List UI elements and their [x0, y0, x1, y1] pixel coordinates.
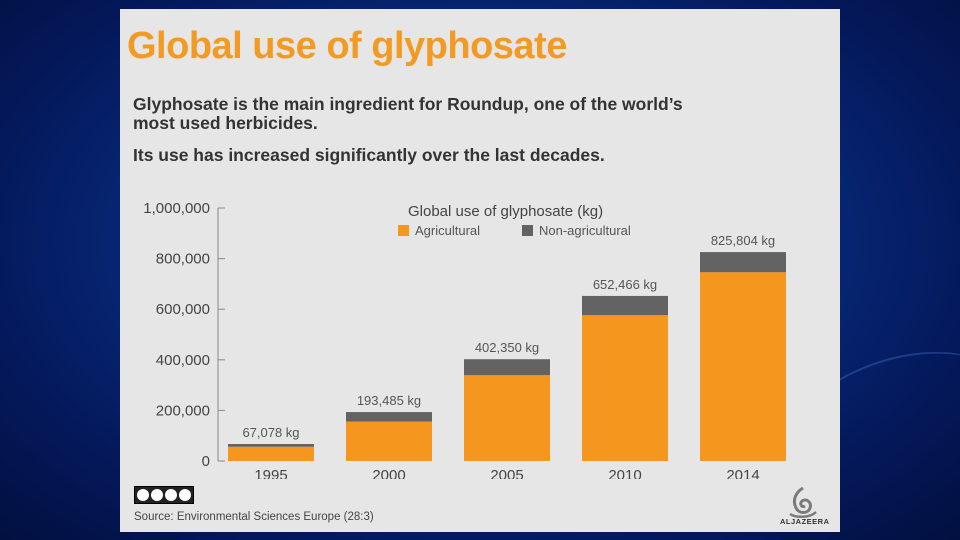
- y-tick-label: 400,000: [156, 352, 210, 369]
- bar-agricultural: [464, 375, 550, 461]
- legend-title: Global use of glyphosate (kg): [408, 203, 603, 220]
- y-tick-label: 0: [202, 453, 210, 470]
- page-title: Global use of glyphosate: [127, 25, 567, 67]
- subtitle-line-2: most used herbicides.: [133, 113, 318, 133]
- bar-agricultural: [346, 421, 432, 461]
- bar-agricultural: [228, 446, 314, 461]
- subtitle-line-1: Glyphosate is the main ingredient for Ro…: [133, 94, 683, 114]
- bar-agricultural: [700, 272, 786, 461]
- legend-label: Non-agricultural: [539, 223, 631, 238]
- bar-chart: 0 200,000 400,000 600,000 800,000 1,000,000 67…: [143, 200, 786, 479]
- x-tick-label: 2000: [372, 467, 405, 479]
- sa-icon: [179, 489, 191, 501]
- legend-swatch: [398, 225, 409, 236]
- x-tick-label: 2005: [490, 467, 523, 479]
- bar-non-agricultural: [464, 359, 550, 376]
- bar-total-label: 825,804 kg: [711, 233, 775, 248]
- infographic-panel: Global use of glyphosate Glyphosate is t…: [120, 9, 840, 532]
- subtitle-line-3: Its use has increased significantly over…: [133, 145, 605, 165]
- bar-non-agricultural: [582, 295, 668, 316]
- bar-total-label: 67,078 kg: [242, 425, 299, 440]
- x-tick-label: 1995: [254, 467, 287, 479]
- legend-label: Agricultural: [415, 223, 480, 238]
- logo-text: ALJAZEERA: [780, 517, 830, 526]
- cc-icon: [137, 489, 149, 501]
- creative-commons-badge: [134, 486, 194, 504]
- by-icon: [151, 489, 163, 501]
- bar-agricultural: [582, 315, 668, 461]
- bar-non-agricultural: [228, 444, 314, 447]
- bar-non-agricultural: [700, 252, 786, 273]
- y-tick-label: 600,000: [156, 301, 210, 318]
- y-tick-label: 800,000: [156, 251, 210, 268]
- bar-total-label: 402,350 kg: [475, 340, 539, 355]
- source-note: Source: Environmental Sciences Europe (2…: [134, 511, 374, 523]
- nc-icon: [165, 489, 177, 501]
- bar-total-label: 652,466 kg: [593, 277, 657, 292]
- legend-swatch: [522, 225, 533, 236]
- aljazeera-logo-icon: [789, 486, 817, 518]
- bar-total-label: 193,485 kg: [357, 393, 421, 408]
- y-tick-label: 1,000,000: [143, 200, 210, 217]
- x-tick-label: 2014: [726, 467, 759, 479]
- y-tick-label: 200,000: [156, 402, 210, 419]
- subtitle-text: Glyphosate is the main ingredient for Ro…: [133, 95, 773, 133]
- bar-non-agricultural: [346, 412, 432, 422]
- x-tick-label: 2010: [608, 467, 641, 479]
